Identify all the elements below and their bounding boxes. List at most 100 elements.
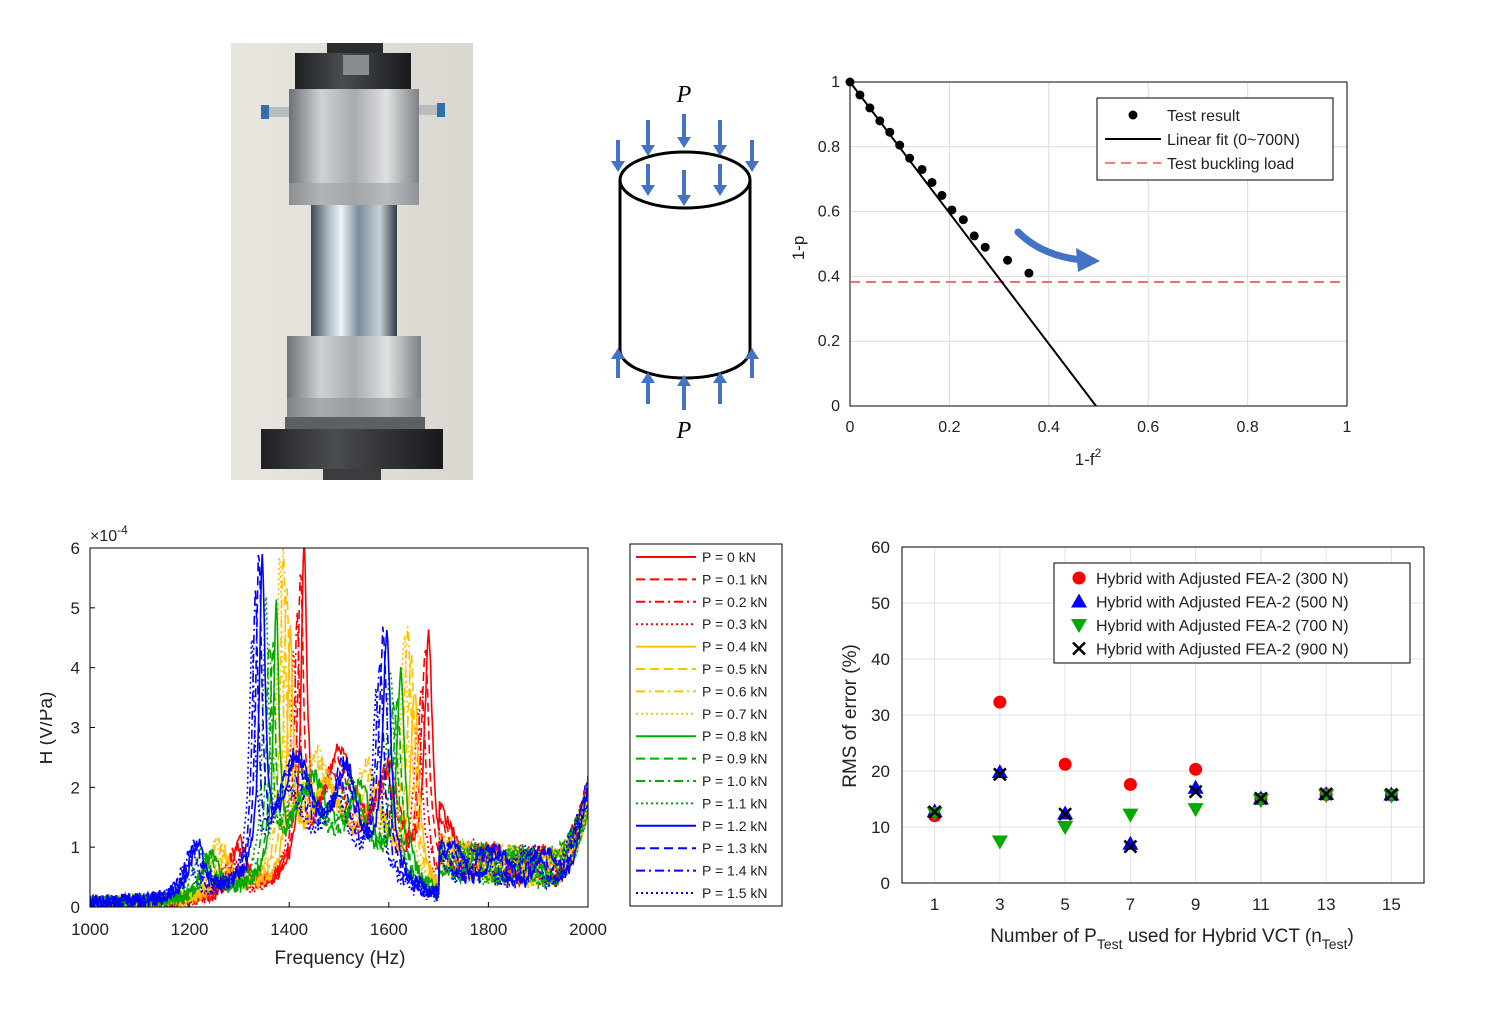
frf-ytick-label: 5 bbox=[71, 599, 80, 618]
rms-point bbox=[1384, 787, 1399, 802]
rms-xtick-label: 11 bbox=[1252, 895, 1270, 914]
vct-ytick-label: 0.6 bbox=[818, 204, 840, 221]
rms-ytick-label: 0 bbox=[881, 874, 890, 893]
load-arrow-head bbox=[713, 185, 727, 196]
frf-legend-label: P = 0.7 kN bbox=[702, 706, 768, 722]
vct-test-point bbox=[1003, 255, 1013, 265]
vct-series bbox=[845, 77, 1347, 407]
frf-legend-label: P = 0.8 kN bbox=[702, 728, 768, 744]
rms-point bbox=[1123, 839, 1138, 854]
load-label-top: P bbox=[676, 82, 692, 108]
load-arrow-head bbox=[745, 348, 759, 359]
rms-point bbox=[1189, 762, 1203, 776]
rms-ytick-label: 10 bbox=[871, 818, 890, 837]
rms-legend-label: Hybrid with Adjusted FEA-2 (300 N) bbox=[1096, 571, 1349, 588]
vct-chart: 0 0.2 0.4 0.6 0.8 1 0 0.2 0.4 0.6 0.8 1 1-f2 1-p Te… bbox=[770, 60, 1360, 480]
vct-legend-label: Test result bbox=[1167, 108, 1240, 125]
vct-test-point bbox=[969, 231, 979, 241]
load-label-bottom: P bbox=[676, 418, 692, 444]
rms-point bbox=[993, 695, 1007, 709]
frf-series-line bbox=[90, 554, 588, 907]
vct-ytick-label: 0.8 bbox=[818, 139, 840, 156]
rms-legend-marker bbox=[1071, 593, 1087, 608]
frf-legend-label: P = 1.1 kN bbox=[702, 795, 768, 811]
frf-legend-label: P = 1.2 kN bbox=[702, 818, 768, 834]
schematic-drawing: P P bbox=[611, 82, 759, 444]
rms-point bbox=[1318, 789, 1335, 804]
frf-ytick-label: 6 bbox=[71, 539, 80, 558]
frf-ytick-label: 0 bbox=[71, 898, 80, 917]
frf-ytick-label: 2 bbox=[71, 778, 80, 797]
vct-test-point bbox=[980, 242, 990, 252]
load-arrow-head bbox=[611, 348, 625, 359]
vct-ytick-label: 0.2 bbox=[818, 333, 840, 350]
vct-test-point bbox=[905, 153, 915, 163]
rms-point bbox=[926, 807, 943, 821]
frf-legend-label: P = 1.3 kN bbox=[702, 840, 768, 856]
vct-chart-svg: 0 0.2 0.4 0.6 0.8 1 0 0.2 0.4 0.6 0.8 1 1-f2 1-p Te… bbox=[789, 74, 1352, 469]
vct-ytick-label: 1 bbox=[831, 74, 840, 91]
rms-ylabel: RMS of error (%) bbox=[840, 644, 861, 788]
rms-point bbox=[991, 835, 1008, 850]
frf-xtick-label: 1200 bbox=[171, 920, 209, 939]
rms-point bbox=[1252, 794, 1269, 809]
frf-legend-label: P = 0 kN bbox=[702, 549, 756, 565]
load-arrow-head bbox=[713, 145, 727, 156]
vct-ytick-label: 0.4 bbox=[818, 268, 840, 285]
frf-legend-label: P = 0.6 kN bbox=[702, 683, 768, 699]
vct-legend-label: Test buckling load bbox=[1167, 156, 1294, 173]
specimen-photo-drawing bbox=[231, 43, 473, 480]
load-arrow-head bbox=[677, 137, 691, 148]
vct-ticks: 0 0.2 0.4 0.6 0.8 1 0 0.2 0.4 0.6 0.8 1 bbox=[818, 74, 1352, 436]
frf-ytick-label: 4 bbox=[71, 659, 80, 678]
rms-point bbox=[1057, 821, 1074, 835]
rms-point bbox=[1188, 784, 1203, 799]
rms-point bbox=[991, 764, 1008, 779]
load-arrow-head bbox=[641, 185, 655, 196]
load-arrow-head bbox=[713, 372, 727, 383]
rms-xtick-label: 7 bbox=[1126, 895, 1135, 914]
vct-trend-arrow bbox=[1014, 228, 1100, 272]
load-arrow-head bbox=[677, 195, 691, 206]
rms-legend-marker bbox=[1072, 641, 1086, 656]
rms-legend-marker bbox=[1072, 571, 1086, 585]
rms-xtick-label: 13 bbox=[1317, 895, 1336, 914]
frf-series bbox=[90, 548, 588, 907]
frf-xtick-label: 1600 bbox=[370, 920, 408, 939]
frf-xlabel: Frequency (Hz) bbox=[275, 948, 406, 969]
frf-series-line bbox=[90, 636, 588, 907]
rms-xtick-label: 1 bbox=[930, 895, 939, 914]
rms-legend-label: Hybrid with Adjusted FEA-2 (900 N) bbox=[1096, 642, 1349, 659]
rms-ytick-label: 20 bbox=[871, 762, 890, 781]
vct-xlabel: 1-f2 bbox=[1075, 446, 1102, 469]
frf-legend-label: P = 0.9 kN bbox=[702, 751, 768, 767]
vct-test-point bbox=[1024, 268, 1034, 278]
frf-exponent-label: ×10-4 bbox=[90, 523, 128, 545]
frf-legend-label: P = 0.1 kN bbox=[702, 571, 768, 587]
rms-ytick-label: 60 bbox=[871, 538, 890, 557]
loading-schematic: P P bbox=[580, 60, 790, 460]
frf-legend-label: P = 1.0 kN bbox=[702, 773, 768, 789]
rms-xtick-label: 5 bbox=[1060, 895, 1069, 914]
load-arrows bbox=[611, 114, 759, 410]
vct-test-point bbox=[917, 164, 927, 174]
rms-point bbox=[1122, 808, 1139, 823]
load-arrow-head bbox=[677, 375, 691, 386]
vct-test-point bbox=[865, 103, 875, 113]
vct-xtick-label: 0.6 bbox=[1137, 419, 1159, 436]
rms-point bbox=[1058, 757, 1072, 771]
frf-legend: P = 0 kN P = 0.1 kN P = 0.2 kN P = 0.3 kN P … bbox=[629, 543, 783, 907]
vct-test-point bbox=[855, 90, 865, 100]
rms-legend-marker bbox=[1071, 619, 1087, 633]
rms-point bbox=[1187, 779, 1204, 794]
rms-point bbox=[1123, 777, 1137, 791]
frf-legend-label: P = 1.5 kN bbox=[702, 885, 768, 901]
vct-test-point bbox=[937, 190, 947, 200]
frf-legend-label: P = 0.2 kN bbox=[702, 594, 768, 610]
vct-ytick-label: 0 bbox=[831, 398, 840, 415]
frf-series-line bbox=[90, 644, 588, 907]
rms-point bbox=[1253, 791, 1268, 806]
rms-legend-box bbox=[1053, 562, 1411, 664]
frf-legend-box bbox=[629, 543, 783, 907]
